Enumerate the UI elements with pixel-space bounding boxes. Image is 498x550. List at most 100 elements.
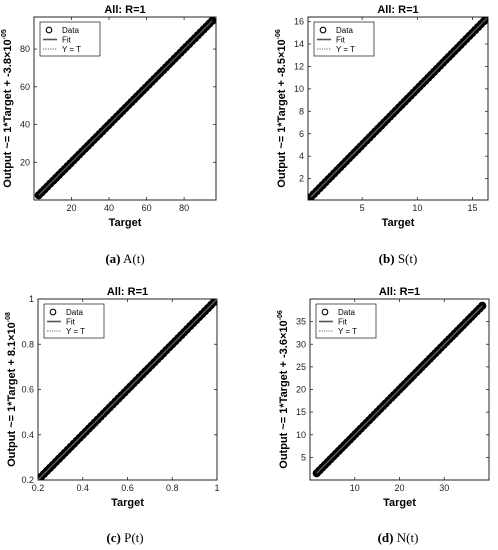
caption-label: (c)	[106, 530, 120, 545]
legend-fit-label: Fit	[336, 36, 346, 45]
data-point	[212, 299, 217, 304]
x-axis-label: Target	[111, 497, 144, 509]
legend-data-marker	[49, 308, 57, 316]
x-tick-label: 15	[468, 203, 478, 213]
data-series	[38, 299, 217, 480]
y-tick-label: 0.6	[21, 385, 34, 395]
caption-label: (a)	[105, 251, 120, 266]
x-tick-label: 60	[142, 203, 152, 213]
y-tick-label: 1	[29, 294, 34, 304]
y-tick-label: 25	[296, 362, 306, 372]
y-tick-label: 15	[296, 407, 306, 417]
x-axis-label: Target	[109, 217, 142, 229]
chart-title: All: R=1	[104, 4, 145, 16]
y-axis-label-text: Output ~= 1*Target + -3.8×10	[2, 39, 14, 187]
caption-label: (b)	[379, 251, 395, 266]
y-tick-label: 5	[301, 452, 306, 462]
y-tick-label: 0.2	[21, 475, 34, 485]
y-tick-label: 35	[296, 317, 306, 327]
caption-text: A(t)	[120, 251, 144, 266]
y-axis-label-text: Output ~= 1*Target + -3.6×10	[278, 320, 290, 468]
legend-fit-label: Fit	[66, 318, 76, 327]
legend-fit-label: Fit	[62, 36, 72, 45]
caption-text: P(t)	[121, 530, 144, 545]
legend-data-label: Data	[66, 308, 83, 317]
y-tick-label: 10	[296, 430, 306, 440]
legend-data-marker	[321, 308, 329, 316]
legend-yt-label: Y = T	[336, 45, 355, 54]
caption-text: N(t)	[393, 530, 418, 545]
legend-data-label: Data	[62, 26, 79, 35]
data-point	[209, 299, 217, 307]
y-tick-label: 4	[299, 151, 304, 161]
y-axis-label-text: Output ~= 1*Target + 8.1×10	[6, 322, 18, 467]
caption-label: (d)	[378, 530, 394, 545]
fit-line	[38, 20, 213, 196]
y-tick-label: 16	[294, 16, 304, 26]
y-tick-label: 12	[294, 61, 304, 71]
data-series	[312, 301, 487, 478]
chart-title: All: R=1	[379, 286, 420, 298]
fit-line	[38, 299, 217, 480]
y-axis-label: Output ~= 1*Target + -3.6×10-06	[277, 310, 290, 469]
y-tick-label: 0.4	[21, 430, 34, 440]
x-tick-label: 40	[104, 203, 114, 213]
data-series	[308, 17, 488, 200]
legend-data-label: Data	[336, 26, 353, 35]
caption-text: S(t)	[395, 251, 418, 266]
panel-caption: (c) P(t)	[106, 530, 143, 545]
legend-data-marker	[45, 26, 53, 34]
data-point	[208, 17, 216, 25]
y-tick-label: 14	[294, 39, 304, 49]
x-tick-label: 0.8	[166, 483, 179, 493]
x-tick-label: 10	[350, 483, 360, 493]
legend-fit-label: Fit	[338, 318, 348, 327]
chart-panel-3: All: R=1 10 20 30 5 10 15 20 25 30 35 Target Output …	[277, 286, 490, 545]
y-tick-label: 20	[296, 385, 306, 395]
legend-data-label: Data	[338, 308, 355, 317]
chart-panel-0: All: R=1 20 40 60 80 20 40 60 80 Target Output ~= …	[1, 4, 217, 266]
chart-title: All: R=1	[107, 286, 148, 298]
y-tick-label: 2	[299, 174, 304, 184]
x-tick-label: 0.2	[32, 483, 45, 493]
data-point	[482, 17, 488, 23]
x-tick-label: 20	[67, 203, 77, 213]
x-tick-label: 0.4	[76, 483, 89, 493]
y-tick-label: 0.8	[21, 339, 34, 349]
y-axis-label-text: Output ~= 1*Target + -8.5×10	[276, 39, 288, 187]
x-axis-label: Target	[383, 497, 416, 509]
x-tick-label: 20	[394, 483, 404, 493]
x-tick-label: 0.6	[121, 483, 134, 493]
legend-data-marker	[319, 26, 327, 34]
y-tick-label: 60	[20, 82, 30, 92]
x-axis-label: Target	[382, 217, 415, 229]
panel-caption: (b) S(t)	[379, 251, 418, 266]
legend-yt-label: Y = T	[338, 327, 357, 336]
x-tick-label: 30	[439, 483, 449, 493]
y-axis-label: Output ~= 1*Target + 8.1×10-08	[5, 312, 18, 467]
y-axis-label-exponent: -08	[5, 312, 12, 322]
y-tick-label: 8	[299, 106, 304, 116]
y-tick-label: 10	[294, 84, 304, 94]
y-axis-label-exponent: -05	[1, 29, 8, 39]
x-tick-label: 1	[214, 483, 219, 493]
legend-yt-label: Y = T	[62, 45, 81, 54]
chart-panel-2: All: R=1 0.2 0.4 0.6 0.8 1 0.2 0.4 0.6 0.8 1 Target…	[5, 286, 220, 545]
y-axis-label: Output ~= 1*Target + -3.8×10-05	[1, 29, 14, 188]
data-point	[478, 301, 487, 310]
y-axis-label: Output ~= 1*Target + -8.5×10-06	[275, 29, 288, 188]
y-tick-label: 20	[20, 157, 30, 167]
x-tick-label: 5	[360, 203, 365, 213]
x-tick-label: 80	[179, 203, 189, 213]
legend-yt-label: Y = T	[66, 327, 85, 336]
y-tick-label: 6	[299, 129, 304, 139]
y-tick-label: 30	[296, 339, 306, 349]
fit-line	[310, 17, 488, 198]
x-tick-label: 10	[412, 203, 422, 213]
fit-line	[316, 305, 483, 474]
data-series	[34, 17, 216, 200]
